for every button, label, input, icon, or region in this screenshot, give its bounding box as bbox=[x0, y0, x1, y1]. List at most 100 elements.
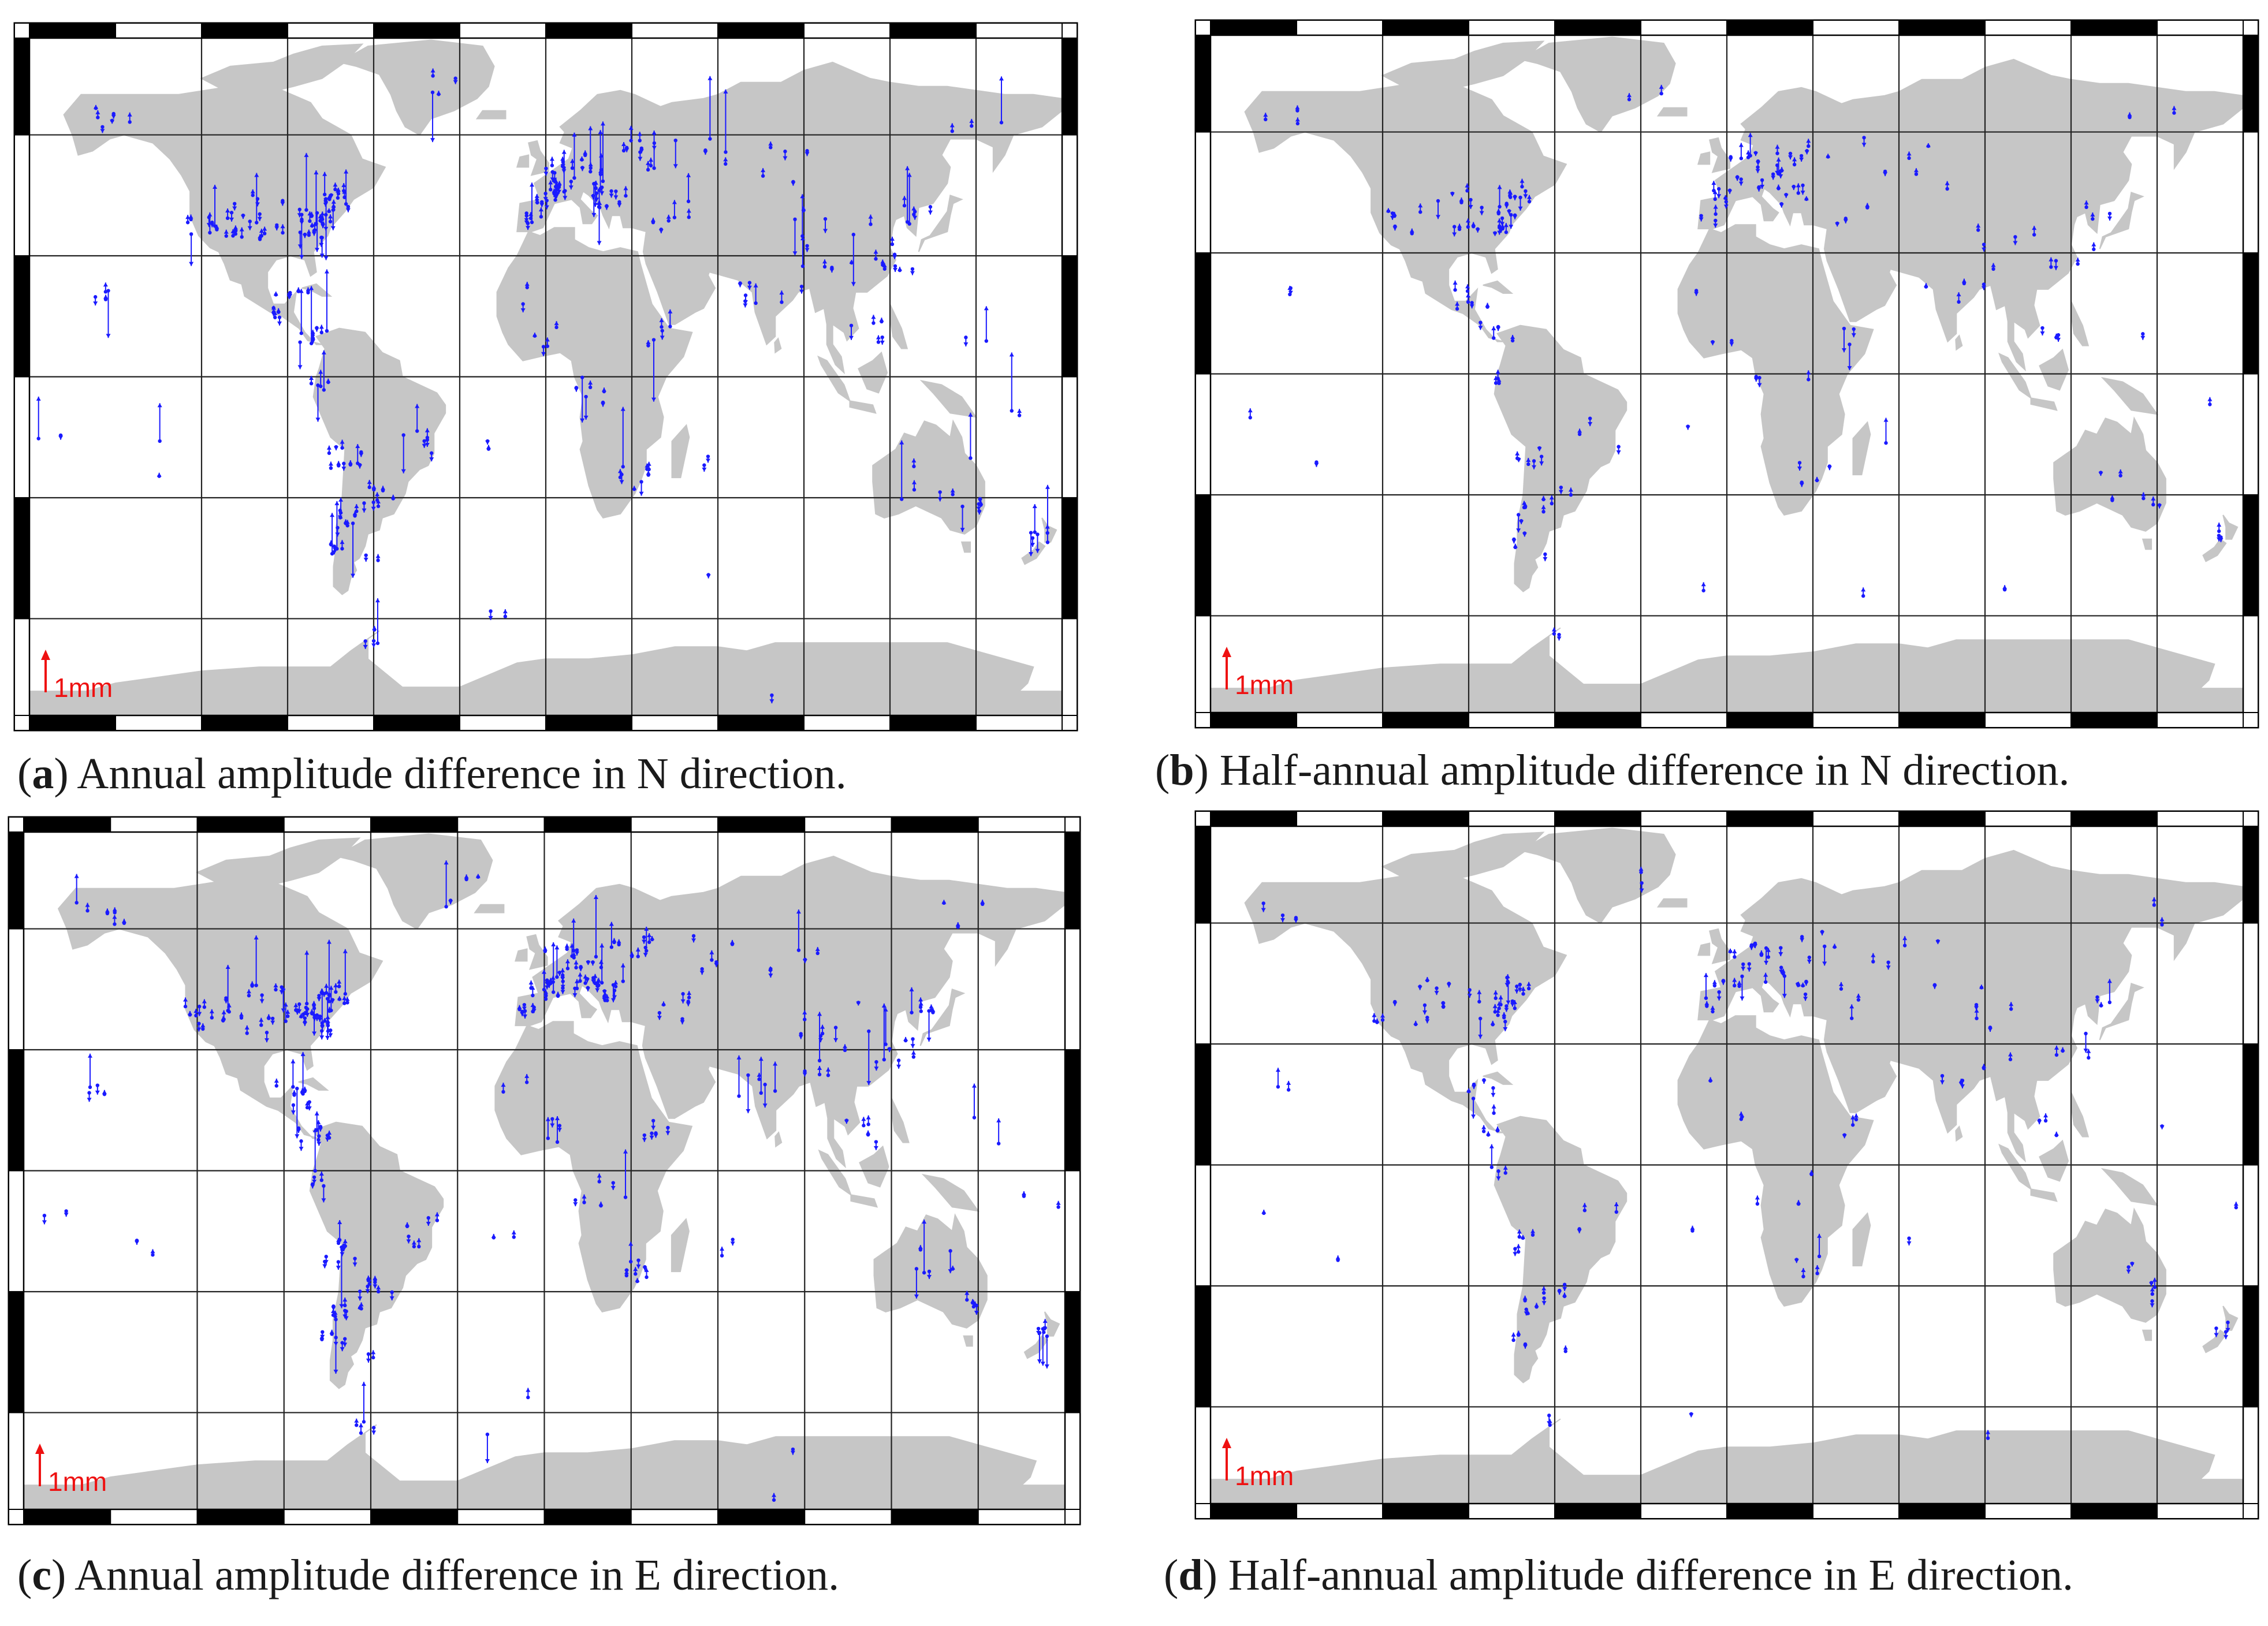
vector-arrowhead bbox=[1981, 286, 1986, 290]
vector-arrowhead bbox=[1616, 450, 1621, 454]
vector-arrowhead bbox=[371, 484, 377, 489]
land-tasmania bbox=[2142, 1329, 2152, 1341]
vector-arrowhead bbox=[1490, 1020, 1495, 1025]
station-dot bbox=[426, 1216, 430, 1220]
vector-arrowhead bbox=[524, 1074, 530, 1079]
station-dot bbox=[592, 182, 596, 186]
frame-corner bbox=[1062, 715, 1078, 731]
vector-arrowhead bbox=[644, 926, 649, 931]
vector-arrowhead bbox=[554, 321, 559, 326]
vector-arrowhead bbox=[2091, 242, 2096, 247]
vector-arrowhead bbox=[709, 950, 714, 954]
frame-segment-bottom bbox=[1296, 712, 1383, 728]
vector-arrowhead bbox=[593, 895, 598, 900]
vector-arrowhead bbox=[545, 979, 550, 984]
vector-arrowhead bbox=[798, 1035, 803, 1039]
frame-segment-top bbox=[201, 23, 288, 39]
land-new-zealand-s bbox=[1021, 541, 1046, 565]
vector-arrowhead bbox=[464, 874, 469, 879]
vector-arrowhead bbox=[1021, 1191, 1026, 1196]
vector-arrowhead bbox=[570, 159, 575, 163]
vector-arrowhead bbox=[783, 156, 788, 161]
vector-arrowhead bbox=[193, 1009, 199, 1013]
vector-arrowhead bbox=[856, 1001, 861, 1006]
vector-arrowhead bbox=[1499, 229, 1504, 233]
vector-arrowhead bbox=[1513, 1252, 1518, 1256]
vector-arrowhead bbox=[1788, 155, 1793, 160]
vector-arrowhead bbox=[150, 1249, 155, 1254]
vector-arrowhead bbox=[1485, 303, 1490, 307]
station-dot bbox=[417, 1244, 421, 1249]
vector-arrowhead bbox=[1526, 982, 1532, 986]
vector-arrowhead bbox=[2002, 585, 2008, 590]
station-dot bbox=[1481, 1129, 1486, 1133]
vector-arrowhead bbox=[1940, 1080, 1945, 1084]
vector-arrowhead bbox=[2129, 1262, 2135, 1267]
vector-arrowhead bbox=[196, 1027, 202, 1032]
vector-arrowhead bbox=[1557, 1291, 1562, 1295]
frame-segment-left bbox=[8, 928, 24, 1051]
vector-arrowhead bbox=[1960, 1084, 1965, 1088]
station-dot bbox=[1280, 913, 1285, 918]
vector-arrowhead bbox=[375, 554, 381, 558]
vector-arrowhead bbox=[371, 1430, 377, 1435]
frame-corner bbox=[1195, 20, 1211, 36]
vector-arrowhead bbox=[2090, 212, 2095, 217]
vector-arrowhead bbox=[1434, 991, 1439, 995]
vector-arrowhead bbox=[624, 148, 630, 152]
vector-arrowhead bbox=[341, 467, 347, 471]
vector-arrowhead bbox=[351, 573, 356, 578]
vector-arrowhead bbox=[1806, 370, 1811, 375]
vector-arrowhead bbox=[1974, 1006, 1979, 1010]
vector-arrowhead bbox=[887, 1048, 892, 1053]
vector-arrowhead bbox=[1516, 1330, 1521, 1335]
vector-arrowhead bbox=[1775, 170, 1780, 175]
vector-arrowhead bbox=[601, 402, 606, 407]
vector-arrowhead bbox=[1794, 1259, 1799, 1263]
vector-arrowhead bbox=[633, 1267, 638, 1271]
station-dot bbox=[867, 1029, 871, 1034]
vector-arrowhead bbox=[1522, 1295, 1528, 1300]
graticule-b bbox=[1211, 35, 2243, 713]
vector-arrowhead bbox=[326, 208, 332, 212]
vector-arrowhead bbox=[960, 528, 965, 532]
vector-arrowhead bbox=[729, 939, 735, 944]
station-dot bbox=[343, 1303, 347, 1308]
vector-arrowhead bbox=[345, 520, 350, 524]
station-dot bbox=[343, 1308, 347, 1313]
vector-arrowhead bbox=[1759, 950, 1764, 954]
frame-segment-bottom bbox=[1984, 712, 2072, 728]
vector-arrowhead bbox=[538, 207, 543, 212]
vector-arrowhead bbox=[1738, 1112, 1744, 1116]
station-dot bbox=[1801, 1274, 1805, 1278]
vector-arrowhead bbox=[687, 991, 692, 995]
vector-arrowhead bbox=[893, 267, 898, 272]
vector-arrowhead bbox=[1261, 908, 1266, 912]
frame-segment-bottom bbox=[370, 1509, 459, 1525]
vector-arrowhead bbox=[1513, 215, 1518, 219]
vector-arrowhead bbox=[258, 234, 263, 238]
vector-arrowhead bbox=[1504, 204, 1509, 209]
land-eurasia bbox=[516, 61, 1063, 375]
vector-arrowhead bbox=[1851, 333, 1856, 338]
station-dot bbox=[1510, 999, 1515, 1004]
frame-segment-right bbox=[1062, 376, 1078, 498]
vector-arrowhead bbox=[883, 1007, 888, 1012]
frame-segment-top bbox=[1210, 20, 1297, 36]
vector-arrowhead bbox=[1685, 426, 1690, 430]
vector-arrowhead bbox=[1886, 965, 1891, 970]
vector-arrowhead bbox=[1459, 197, 1464, 202]
vector-arrowhead bbox=[1516, 528, 1521, 533]
vector-arrowhead bbox=[424, 442, 430, 447]
frame-segment-bottom bbox=[457, 1509, 545, 1525]
station-dot bbox=[297, 207, 301, 212]
vector-arrowhead bbox=[1738, 181, 1744, 186]
frame-segment-bottom bbox=[2070, 1503, 2158, 1519]
vector-arrowhead bbox=[1562, 1292, 1567, 1297]
station-dot bbox=[1775, 163, 1779, 167]
vector-arrowhead bbox=[642, 1266, 647, 1271]
vector-arrowhead bbox=[189, 262, 194, 266]
vector-arrowhead bbox=[342, 1342, 348, 1347]
station-dot bbox=[1530, 1233, 1535, 1237]
vector-arrowhead bbox=[315, 248, 320, 252]
